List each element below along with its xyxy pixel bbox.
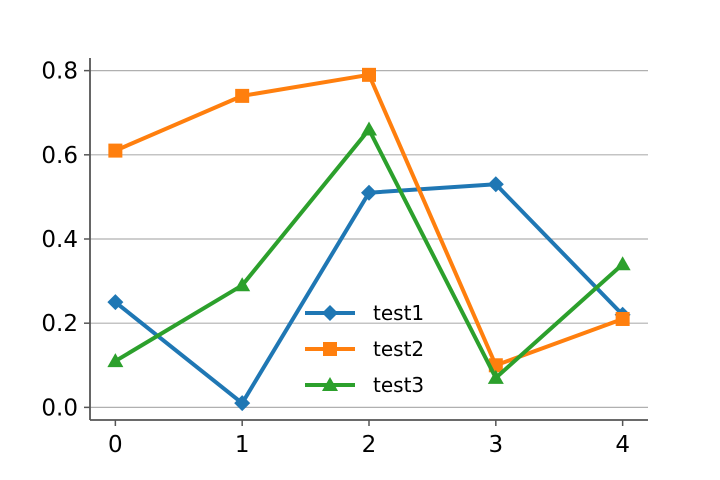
y-tick-label: 0.2 <box>41 311 78 337</box>
gridlines <box>90 70 648 408</box>
series-line-test1 <box>114 182 625 406</box>
data-point-test3 <box>487 369 504 384</box>
legend-label-test1: test1 <box>373 301 424 325</box>
x-tick-label: 1 <box>235 432 250 458</box>
y-tick-label: 0.8 <box>41 59 78 85</box>
x-tick-label: 0 <box>108 432 123 458</box>
data-point-test1 <box>487 176 504 193</box>
legend-label-test2: test2 <box>373 337 424 361</box>
y-tick-label: 0.0 <box>41 395 78 421</box>
data-point-test3 <box>234 277 251 292</box>
data-point-test2 <box>235 88 250 103</box>
x-tick-label: 4 <box>615 432 630 458</box>
x-tick-label: 2 <box>362 432 377 458</box>
data-point-test2 <box>362 67 376 82</box>
legend: test1 test2 test3 <box>305 301 424 397</box>
legend-marker-test3 <box>322 377 338 391</box>
series-line-test2 <box>114 72 624 368</box>
x-tick-label: 3 <box>488 432 503 458</box>
data-point-test3 <box>614 256 631 271</box>
data-point-test3 <box>361 121 377 136</box>
data-point-test2 <box>615 311 630 326</box>
y-tick-label: 0.4 <box>41 227 78 253</box>
series-line-test3 <box>114 127 624 380</box>
legend-label-test3: test3 <box>373 373 424 397</box>
data-point-test2 <box>108 143 123 158</box>
data-point-test1 <box>361 184 377 201</box>
data-point-test1 <box>234 395 251 412</box>
legend-marker-test2 <box>323 342 337 356</box>
series-layer <box>107 67 631 412</box>
y-tick-label: 0.6 <box>41 143 78 169</box>
data-point-test3 <box>107 353 124 368</box>
axes: 0.0 0.2 0.4 0.6 0.8 0 1 2 3 4 <box>41 58 648 458</box>
data-point-test1 <box>107 294 124 311</box>
legend-marker-test1 <box>322 305 338 321</box>
